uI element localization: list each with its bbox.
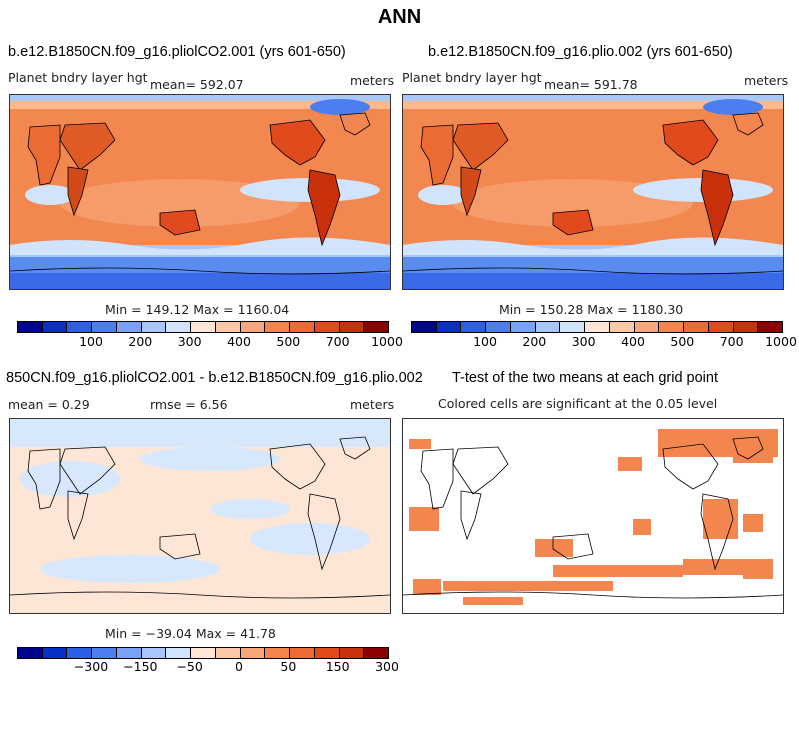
panel3-colorbar-tick-label: 50 [280,659,297,674]
panel3-colorbar-swatch [166,648,192,658]
panel3-colorbar-tick-label: −50 [176,659,203,674]
panel3-colorbar-swatch [364,648,389,658]
panel1-colorbar-tick-label: 700 [325,334,350,349]
panel3-colorbar-tick-label: −150 [123,659,158,674]
panel3-colorbar-swatch [240,648,266,658]
panel2-title: b.e12.B1850CN.f09_g16.plio.002 (yrs 601-… [428,44,733,60]
panel2-colorbar-swatch [510,322,536,332]
panel3-colorbar-tick-label: 0 [235,659,243,674]
panel2-colorbar-tick-label: 500 [670,334,695,349]
panel3-colorbar-swatch [92,648,117,658]
panel2-colorbar-swatch [609,322,635,332]
panel2-colorbar-swatch [585,322,610,332]
panel1-mean: mean= 592.07 [150,77,244,92]
panel2-colorbar-swatch [412,322,437,332]
panel1-colorbar-swatch [215,322,241,332]
panel2-colorbar-tick-label: 1000 [765,334,797,349]
panel3-colorbar-tick-label: 300 [375,659,399,674]
panel4-map-image [403,419,783,613]
panel3-colorbar-swatch [116,648,142,658]
panel3-title: 850CN.f09_g16.pliolCO2.001 - b.e12.B1850… [6,370,423,386]
panel3-colorbar-swatch [141,648,167,658]
panel2-colorbar-tick-label: 300 [571,334,596,349]
panel1-colorbar-swatch [290,322,315,332]
panel1-title: b.e12.B1850CN.f09_g16.pliolCO2.001 (yrs … [8,44,346,60]
panel1-colorbar-swatch [191,322,216,332]
panel1-colorbar-swatch [166,322,192,332]
panel3-colorbar [17,647,389,659]
panel2-variable: Planet bndry layer hgt [402,70,542,85]
panel3-colorbar-swatch [265,648,291,658]
panel1-colorbar-swatch [141,322,167,332]
panel1-colorbar-tick-label: 300 [177,334,202,349]
panel1-colorbar [17,321,389,333]
panel2-minmax: Min = 150.28 Max = 1180.30 [499,302,684,317]
panel2-mean: mean= 591.78 [544,77,638,92]
panel1-map-image [10,95,390,289]
panel3-colorbar-swatch [67,648,93,658]
panel1-colorbar-swatch [18,322,43,332]
panel1-colorbar-swatch [339,322,365,332]
panel2-colorbar [411,321,783,333]
panel2-colorbar-swatch [659,322,685,332]
panel3-colorbar-swatch [42,648,68,658]
panel3-rmse: rmse = 6.56 [150,397,228,412]
panel1-colorbar-swatch [240,322,266,332]
panel4-title: T-test of the two means at each grid poi… [452,370,718,386]
panel3-map [9,418,391,614]
panel2-colorbar-swatch [634,322,660,332]
panel1-colorbar-swatch [364,322,389,332]
panel1-colorbar-tick-label: 1000 [371,334,403,349]
panel1-units: meters [350,73,395,88]
panel1-colorbar-tick-label: 500 [276,334,301,349]
panel1-colorbar-tick-label: 400 [227,334,251,349]
panel3-colorbar-swatch [290,648,315,658]
panel3-colorbar-swatch [215,648,241,658]
panel1-variable: Planet bndry layer hgt [8,70,148,85]
panel1-colorbar-swatch [92,322,117,332]
panel2-colorbar-swatch [436,322,462,332]
panel3-colorbar-tick-label: 150 [325,659,350,674]
panel3-map-image [10,419,390,613]
panel2-map-image [403,95,783,289]
panel3-colorbar-tick-label: −300 [73,659,109,674]
panel2-colorbar-swatch [684,322,709,332]
panel2-colorbar-swatch [461,322,487,332]
panel1-colorbar-tick-label: 200 [128,334,153,349]
panel2-colorbar-tick-label: 700 [719,334,744,349]
panel2-colorbar-tick-label: 400 [621,334,645,349]
panel1-colorbar-tick-label: 100 [79,334,103,349]
panel2-colorbar-swatch [733,322,759,332]
panel2-colorbar-swatch [708,322,734,332]
panel2-colorbar-swatch [486,322,511,332]
figure-title: ANN [377,6,422,28]
panel1-minmax: Min = 149.12 Max = 1160.04 [105,302,290,317]
panel1-map [9,94,391,290]
panel1-colorbar-swatch [42,322,68,332]
panel3-colorbar-swatch [191,648,216,658]
panel2-map [402,94,784,290]
panel2-units: meters [744,73,789,88]
panel1-colorbar-swatch [314,322,340,332]
panel1-colorbar-swatch [67,322,93,332]
panel2-colorbar-tick-label: 200 [522,334,547,349]
panel3-colorbar-swatch [314,648,340,658]
panel3-colorbar-swatch [18,648,43,658]
panel2-colorbar-swatch [535,322,561,332]
panel4-map [402,418,784,614]
panel3-minmax: Min = −39.04 Max = 41.78 [105,626,276,641]
panel3-units: meters [350,397,395,412]
panel4-subtitle: Colored cells are significant at the 0.0… [438,396,718,411]
panel1-colorbar-swatch [116,322,142,332]
panel2-colorbar-swatch [560,322,586,332]
panel1-colorbar-swatch [265,322,291,332]
panel2-colorbar-swatch [758,322,783,332]
panel2-colorbar-tick-label: 100 [473,334,497,349]
panel3-mean: mean = 0.29 [8,397,90,412]
panel3-colorbar-swatch [339,648,365,658]
